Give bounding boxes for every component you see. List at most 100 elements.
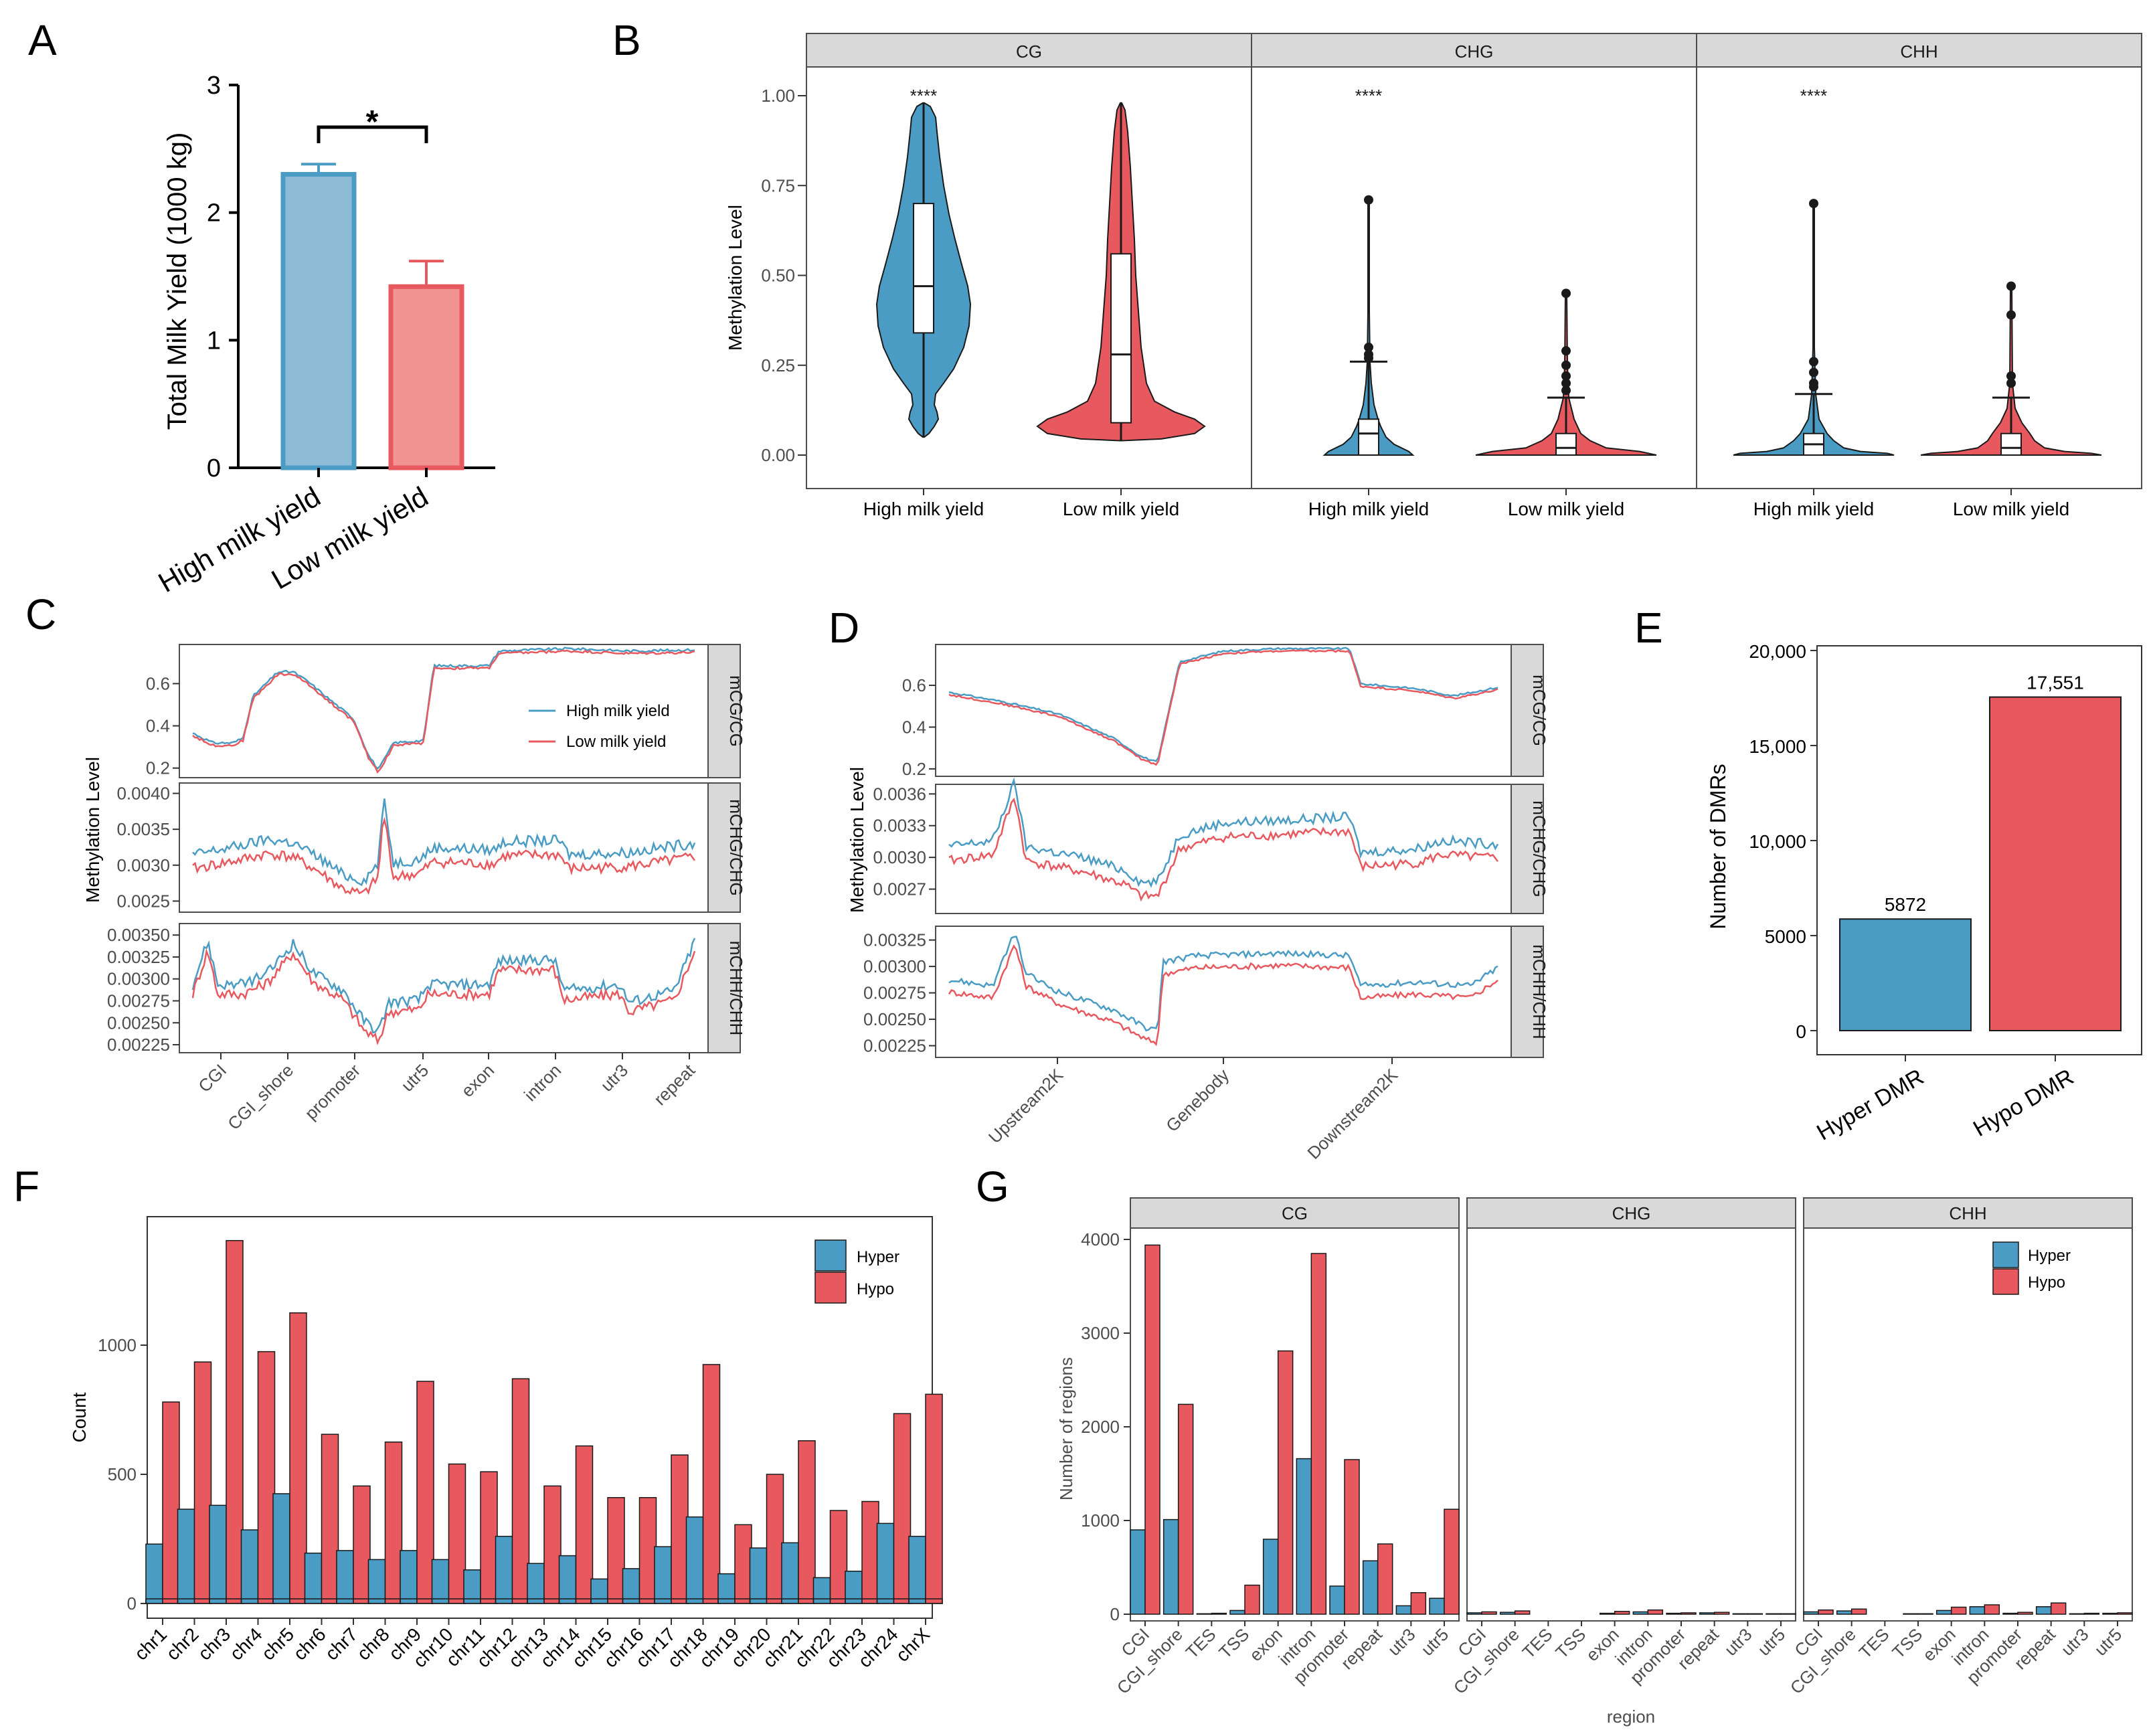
bar-hypo <box>2117 1612 2133 1615</box>
bar-hypo <box>1614 1611 1630 1615</box>
y-tick-label: 4000 <box>1081 1229 1120 1249</box>
legend-label-high: High milk yield <box>566 702 670 720</box>
bar-hyper <box>1935 1610 1952 1615</box>
y-tick-label: 0.50 <box>761 266 795 286</box>
bar-hypo <box>321 1434 339 1604</box>
bar-hypo-dmr <box>1989 696 2122 1032</box>
panel-B: 0.00 0.25 0.50 0.75 1.00 Methylation Level CG H… <box>725 33 2142 519</box>
outlier-point <box>1561 371 1571 381</box>
x-tick-label: chr3 <box>194 1624 234 1664</box>
series-line-high <box>948 646 1498 762</box>
bar-hypo <box>1984 1604 2000 1615</box>
bar-hyper <box>1499 1612 1516 1615</box>
bar-hypo <box>1647 1609 1664 1615</box>
series-line-high <box>191 938 696 1034</box>
panel-C: Methylation Level mCG/CG 0.2 0.4 0.6 mCHG/CHG… <box>82 644 746 1134</box>
y-tick-label: 0.00325 <box>863 930 926 950</box>
facet-strip <box>707 644 741 778</box>
facet-CHH: CHHCGICGI_shoreTESTSSexonintronpromoterr… <box>1786 1197 2133 1698</box>
y-tick-label: 1 <box>207 327 221 355</box>
y-tick-label: 20,000 <box>1749 641 1806 662</box>
bar-hyper <box>1262 1539 1279 1615</box>
panel-label-D: D <box>829 604 859 652</box>
bar-hypo <box>162 1401 180 1604</box>
significance: **** <box>1800 86 1827 106</box>
legend-label-low: Low milk yield <box>566 733 666 751</box>
x-axis-title: region <box>1607 1707 1655 1727</box>
bar-hypo <box>1377 1543 1393 1615</box>
x-tick-label: TES <box>1855 1624 1893 1662</box>
facet-title: mCHH/CHH <box>726 941 746 1036</box>
x-tick-label: utr5 <box>1753 1624 1789 1660</box>
series-line-low <box>948 649 1498 766</box>
outlier-point <box>2006 281 2016 291</box>
y-tick-label: 0.00325 <box>107 947 170 967</box>
outlier-point <box>2006 378 2016 388</box>
y-tick-label: 0 <box>1110 1604 1120 1624</box>
x-tick-label: Low milk yield <box>1063 499 1179 519</box>
series-line-low <box>191 948 696 1046</box>
bar-hyper <box>845 1571 863 1604</box>
bar-hypo <box>1681 1612 1697 1615</box>
series-line-high <box>948 936 1498 1032</box>
facet-title: CG <box>1016 41 1042 62</box>
y-tick-label: 0.25 <box>761 355 795 375</box>
bar-hyper <box>304 1552 323 1604</box>
bar-hypo <box>353 1485 371 1604</box>
y-tick-label: 0.00300 <box>107 969 170 989</box>
facet-border <box>1696 66 2142 489</box>
x-tick-label: repeat <box>650 1059 699 1109</box>
x-tick-label: chr2 <box>162 1624 202 1664</box>
y-tick-label: 0.4 <box>902 717 926 737</box>
x-tick-label: Low milk yield <box>1508 499 1624 519</box>
bar-hypo <box>734 1524 752 1604</box>
facet-border <box>1803 1227 2133 1622</box>
bar-hypo <box>638 1496 657 1604</box>
x-tick-label: High milk yield <box>1753 499 1875 519</box>
facet-title: mCHG/CHG <box>726 799 746 895</box>
x-tick-label: TSS <box>1215 1624 1253 1662</box>
y-tick-label: 1000 <box>98 1335 137 1355</box>
bar-hypo <box>893 1413 912 1604</box>
x-tick-label: TSS <box>1888 1624 1926 1662</box>
bar-hyper <box>1429 1597 1445 1615</box>
bar-hyper <box>1362 1560 1379 1615</box>
facet-title: CHG <box>1612 1203 1651 1223</box>
y-tick-label: 2 <box>207 199 221 228</box>
facet-border <box>1466 1227 1796 1622</box>
panel-D: Methylation Level mCG/CG 0.2 0.4 0.6 mCHG/CHG… <box>847 644 1549 1163</box>
facet-title: CHH <box>1900 41 1937 62</box>
facet-mCHG/CHG: mCHG/CHG 0.0025 0.0030 0.0035 0.0040 <box>116 782 746 913</box>
legend-label-hyper: Hyper <box>2028 1247 2071 1265</box>
bar-hypo <box>925 1393 943 1604</box>
facet-CHG: CHGCGICGI_shoreTESTSSexonintronpromoterr… <box>1450 1197 1796 1698</box>
bar-hyper <box>145 1543 163 1604</box>
y-tick-label: 3000 <box>1081 1323 1120 1343</box>
outlier-point <box>1561 360 1571 370</box>
y-tick-label: 0.4 <box>146 716 170 736</box>
facet-strip <box>707 923 741 1053</box>
x-tick-label: chr7 <box>321 1624 361 1664</box>
box-low <box>2000 432 2022 456</box>
bar-hypo <box>511 1378 530 1604</box>
bar-hyper <box>1395 1605 1412 1615</box>
facet-title: mCHG/CHG <box>1529 800 1549 897</box>
y-axis-title: Number of DMRs <box>1706 764 1730 929</box>
bar-hypo <box>766 1474 784 1604</box>
bar-hyper <box>622 1568 640 1604</box>
facet-mCG/CG: mCG/CG 0.2 0.4 0.6 <box>146 644 746 778</box>
y-tick-label: 0 <box>1796 1021 1806 1042</box>
bar-value-label: 5872 <box>1885 894 1926 915</box>
panel-E: 0 5000 10,000 15,000 20,000 5872 Hyper DMR 17,5… <box>1706 641 2142 1146</box>
x-tick-label: TSS <box>1551 1624 1589 1662</box>
y-tick-label: 0.0035 <box>116 819 170 839</box>
x-tick-label: exon <box>457 1060 498 1101</box>
facet-strip <box>1511 644 1544 777</box>
panel-label-F: F <box>13 1162 39 1211</box>
y-tick-label: 0.00 <box>761 445 795 465</box>
x-tick-label: High milk yield <box>863 499 984 519</box>
bar-hyper <box>1296 1458 1312 1615</box>
bar-hyper <box>908 1535 926 1604</box>
facet-title: CHH <box>1949 1203 1986 1223</box>
bar-hypo <box>2017 1612 2033 1615</box>
